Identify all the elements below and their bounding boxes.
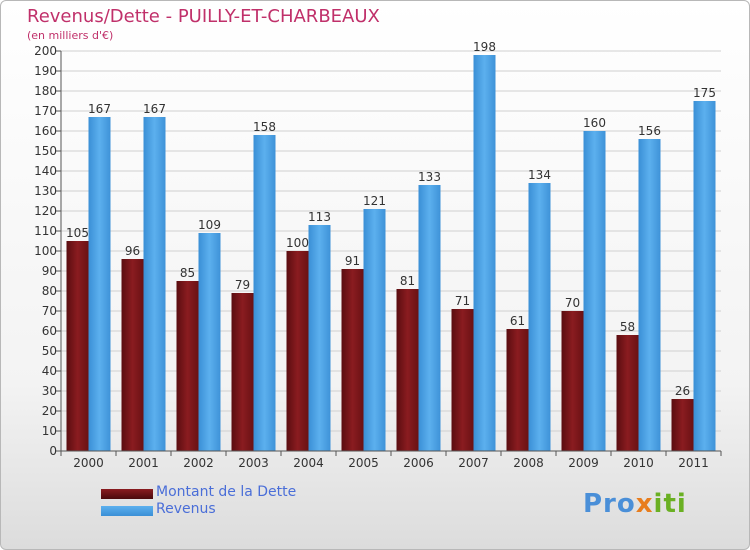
proxiti-logo: Proxiti bbox=[583, 489, 687, 519]
legend-swatch-dette bbox=[101, 489, 153, 499]
value-label-revenus-2000: 167 bbox=[88, 102, 111, 116]
logo-part-2: x bbox=[635, 489, 654, 519]
y-tick-label-160: 160 bbox=[34, 124, 57, 138]
x-tick-label-2011: 2011 bbox=[678, 456, 709, 470]
value-label-dette-2001: 96 bbox=[125, 244, 140, 258]
bar-revenus-2008 bbox=[528, 183, 551, 451]
bar-dette-2010 bbox=[616, 335, 639, 451]
chart-subtitle: (en milliers d'€) bbox=[27, 29, 114, 42]
value-label-revenus-2011: 175 bbox=[693, 86, 716, 100]
value-label-revenus-2007: 198 bbox=[473, 40, 496, 54]
x-tick-label-2009: 2009 bbox=[568, 456, 599, 470]
y-tick-label-200: 200 bbox=[34, 44, 57, 58]
grid-layer bbox=[61, 50, 721, 452]
y-tick-label-130: 130 bbox=[34, 184, 57, 198]
y-tick-label-50: 50 bbox=[42, 344, 57, 358]
bar-revenus-2001 bbox=[143, 117, 166, 451]
bar-dette-2000 bbox=[66, 241, 89, 451]
x-tick-label-2004: 2004 bbox=[293, 456, 324, 470]
y-tick-label-150: 150 bbox=[34, 144, 57, 158]
value-label-dette-2009: 70 bbox=[565, 296, 580, 310]
y-tick-label-80: 80 bbox=[42, 284, 57, 298]
bar-revenus-2011 bbox=[693, 101, 716, 451]
logo-part-3: iti bbox=[653, 489, 687, 519]
y-tick-label-60: 60 bbox=[42, 324, 57, 338]
y-tick-label-10: 10 bbox=[42, 424, 57, 438]
value-label-revenus-2006: 133 bbox=[418, 170, 441, 184]
x-tick-label-2003: 2003 bbox=[238, 456, 269, 470]
y-tick-label-170: 170 bbox=[34, 104, 57, 118]
bars-layer bbox=[66, 55, 716, 451]
y-tick-label-180: 180 bbox=[34, 84, 57, 98]
x-tick-label-2002: 2002 bbox=[183, 456, 214, 470]
x-tick-label-2006: 2006 bbox=[403, 456, 434, 470]
value-label-revenus-2010: 156 bbox=[638, 124, 661, 138]
value-label-dette-2005: 91 bbox=[345, 254, 360, 268]
y-tick-label-110: 110 bbox=[34, 224, 57, 238]
x-tick-label-2008: 2008 bbox=[513, 456, 544, 470]
value-label-dette-2006: 81 bbox=[400, 274, 415, 288]
bar-dette-2008 bbox=[506, 329, 529, 451]
y-tick-label-100: 100 bbox=[34, 244, 57, 258]
legend-swatch-revenus bbox=[101, 506, 153, 516]
bar-revenus-2007 bbox=[473, 55, 496, 451]
y-tick-label-70: 70 bbox=[42, 304, 57, 318]
bar-revenus-2003 bbox=[253, 135, 276, 451]
legend-label-revenus: Revenus bbox=[156, 501, 216, 517]
bar-dette-2002 bbox=[176, 281, 199, 451]
x-tick-label-2010: 2010 bbox=[623, 456, 654, 470]
y-tick-label-120: 120 bbox=[34, 204, 57, 218]
bar-dette-2006 bbox=[396, 289, 419, 451]
bar-dette-2003 bbox=[231, 293, 254, 451]
value-label-revenus-2008: 134 bbox=[528, 168, 551, 182]
bar-revenus-2000 bbox=[88, 117, 111, 451]
chart-title: Revenus/Dette - PUILLY-ET-CHARBEAUX bbox=[27, 6, 380, 27]
x-tick-label-2001: 2001 bbox=[128, 456, 159, 470]
x-tick-label-2000: 2000 bbox=[73, 456, 104, 470]
value-label-dette-2008: 61 bbox=[510, 314, 525, 328]
bar-dette-2001 bbox=[121, 259, 144, 451]
bar-dette-2005 bbox=[341, 269, 364, 451]
value-label-revenus-2009: 160 bbox=[583, 116, 606, 130]
legend-label-dette: Montant de la Dette bbox=[156, 484, 297, 500]
y-tick-label-140: 140 bbox=[34, 164, 57, 178]
value-label-dette-2011: 26 bbox=[675, 384, 690, 398]
y-tick-label-0: 0 bbox=[49, 444, 57, 458]
bar-dette-2011 bbox=[671, 399, 694, 451]
bar-revenus-2005 bbox=[363, 209, 386, 451]
bar-dette-2009 bbox=[561, 311, 584, 451]
value-label-revenus-2003: 158 bbox=[253, 120, 276, 134]
y-tick-label-90: 90 bbox=[42, 264, 57, 278]
value-label-dette-2010: 58 bbox=[620, 320, 635, 334]
bar-revenus-2002 bbox=[198, 233, 221, 451]
bar-dette-2004 bbox=[286, 251, 309, 451]
bar-revenus-2006 bbox=[418, 185, 441, 451]
value-label-revenus-2002: 109 bbox=[198, 218, 221, 232]
value-label-dette-2004: 100 bbox=[286, 236, 309, 250]
value-label-revenus-2005: 121 bbox=[363, 194, 386, 208]
bar-revenus-2009 bbox=[583, 131, 606, 451]
bar-revenus-2004 bbox=[308, 225, 331, 451]
axis-layer bbox=[56, 50, 722, 456]
value-label-revenus-2004: 113 bbox=[308, 210, 331, 224]
value-label-dette-2000: 105 bbox=[66, 226, 89, 240]
labels-layer: 0 10 20 30 40 50 60 70 80 90 100 110 120 130 140 150 160… bbox=[34, 40, 716, 470]
bar-dette-2007 bbox=[451, 309, 474, 451]
y-tick-label-40: 40 bbox=[42, 364, 57, 378]
logo-part-1: Pro bbox=[583, 489, 636, 519]
y-tick-label-190: 190 bbox=[34, 64, 57, 78]
bar-revenus-2010 bbox=[638, 139, 661, 451]
x-tick-label-2005: 2005 bbox=[348, 456, 379, 470]
value-label-dette-2007: 71 bbox=[455, 294, 470, 308]
x-tick-label-2007: 2007 bbox=[458, 456, 489, 470]
y-tick-label-30: 30 bbox=[42, 384, 57, 398]
value-label-dette-2002: 85 bbox=[180, 266, 195, 280]
value-label-revenus-2001: 167 bbox=[143, 102, 166, 116]
y-tick-label-20: 20 bbox=[42, 404, 57, 418]
value-label-dette-2003: 79 bbox=[235, 278, 250, 292]
